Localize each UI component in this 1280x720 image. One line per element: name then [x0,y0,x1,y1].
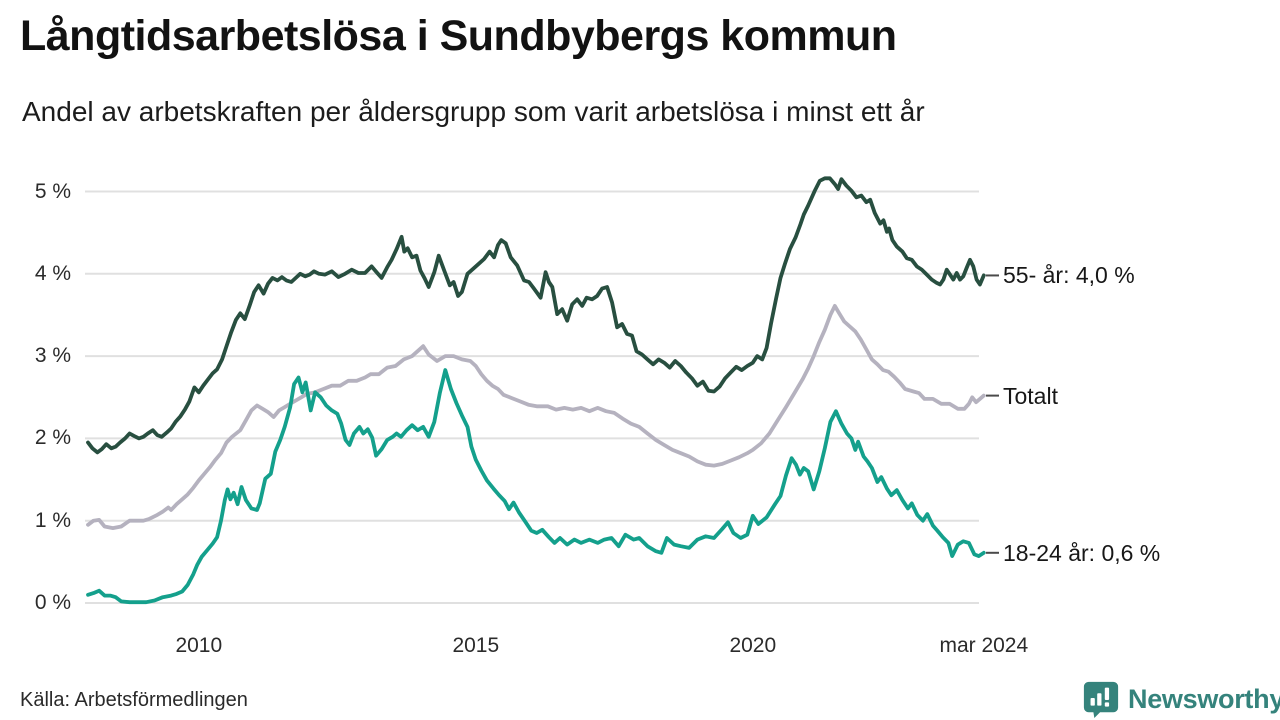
x-tick-label: 2015 [452,634,500,657]
x-tick-label: 2020 [729,634,777,657]
series-label-55- år: 55- år: 4,0 % [1003,262,1135,289]
series-label-Totalt: Totalt [1003,382,1058,409]
page-subtitle: Andel av arbetskraften per åldersgrupp s… [22,96,925,127]
series-label-18-24 år: 18-24 år: 0,6 % [1003,539,1161,566]
y-tick-label: 4 % [34,261,71,285]
series-line-Totalt [86,303,986,530]
y-tick-label: 2 % [34,426,71,450]
y-tick-label: 0 % [34,591,71,614]
newsworthy-bar-chart-pin-icon [1083,681,1119,718]
page-title: Långtidsarbetslösa i Sundbybergs kommun [20,12,897,60]
logo-text: Newsworthy [1128,683,1280,714]
newsworthy-logo: Newsworthy [1082,680,1280,718]
y-tick-label: 1 % [34,508,71,532]
series-line-55- år [86,176,986,455]
y-tick-label: 5 % [34,179,71,203]
x-tick-label: mar 2024 [939,634,1029,657]
series-line-18-24 år [86,368,986,605]
x-tick-label: 2010 [175,634,223,657]
source-note: Källa: Arbetsförmedlingen [20,689,248,711]
y-tick-label: 3 % [34,344,71,368]
